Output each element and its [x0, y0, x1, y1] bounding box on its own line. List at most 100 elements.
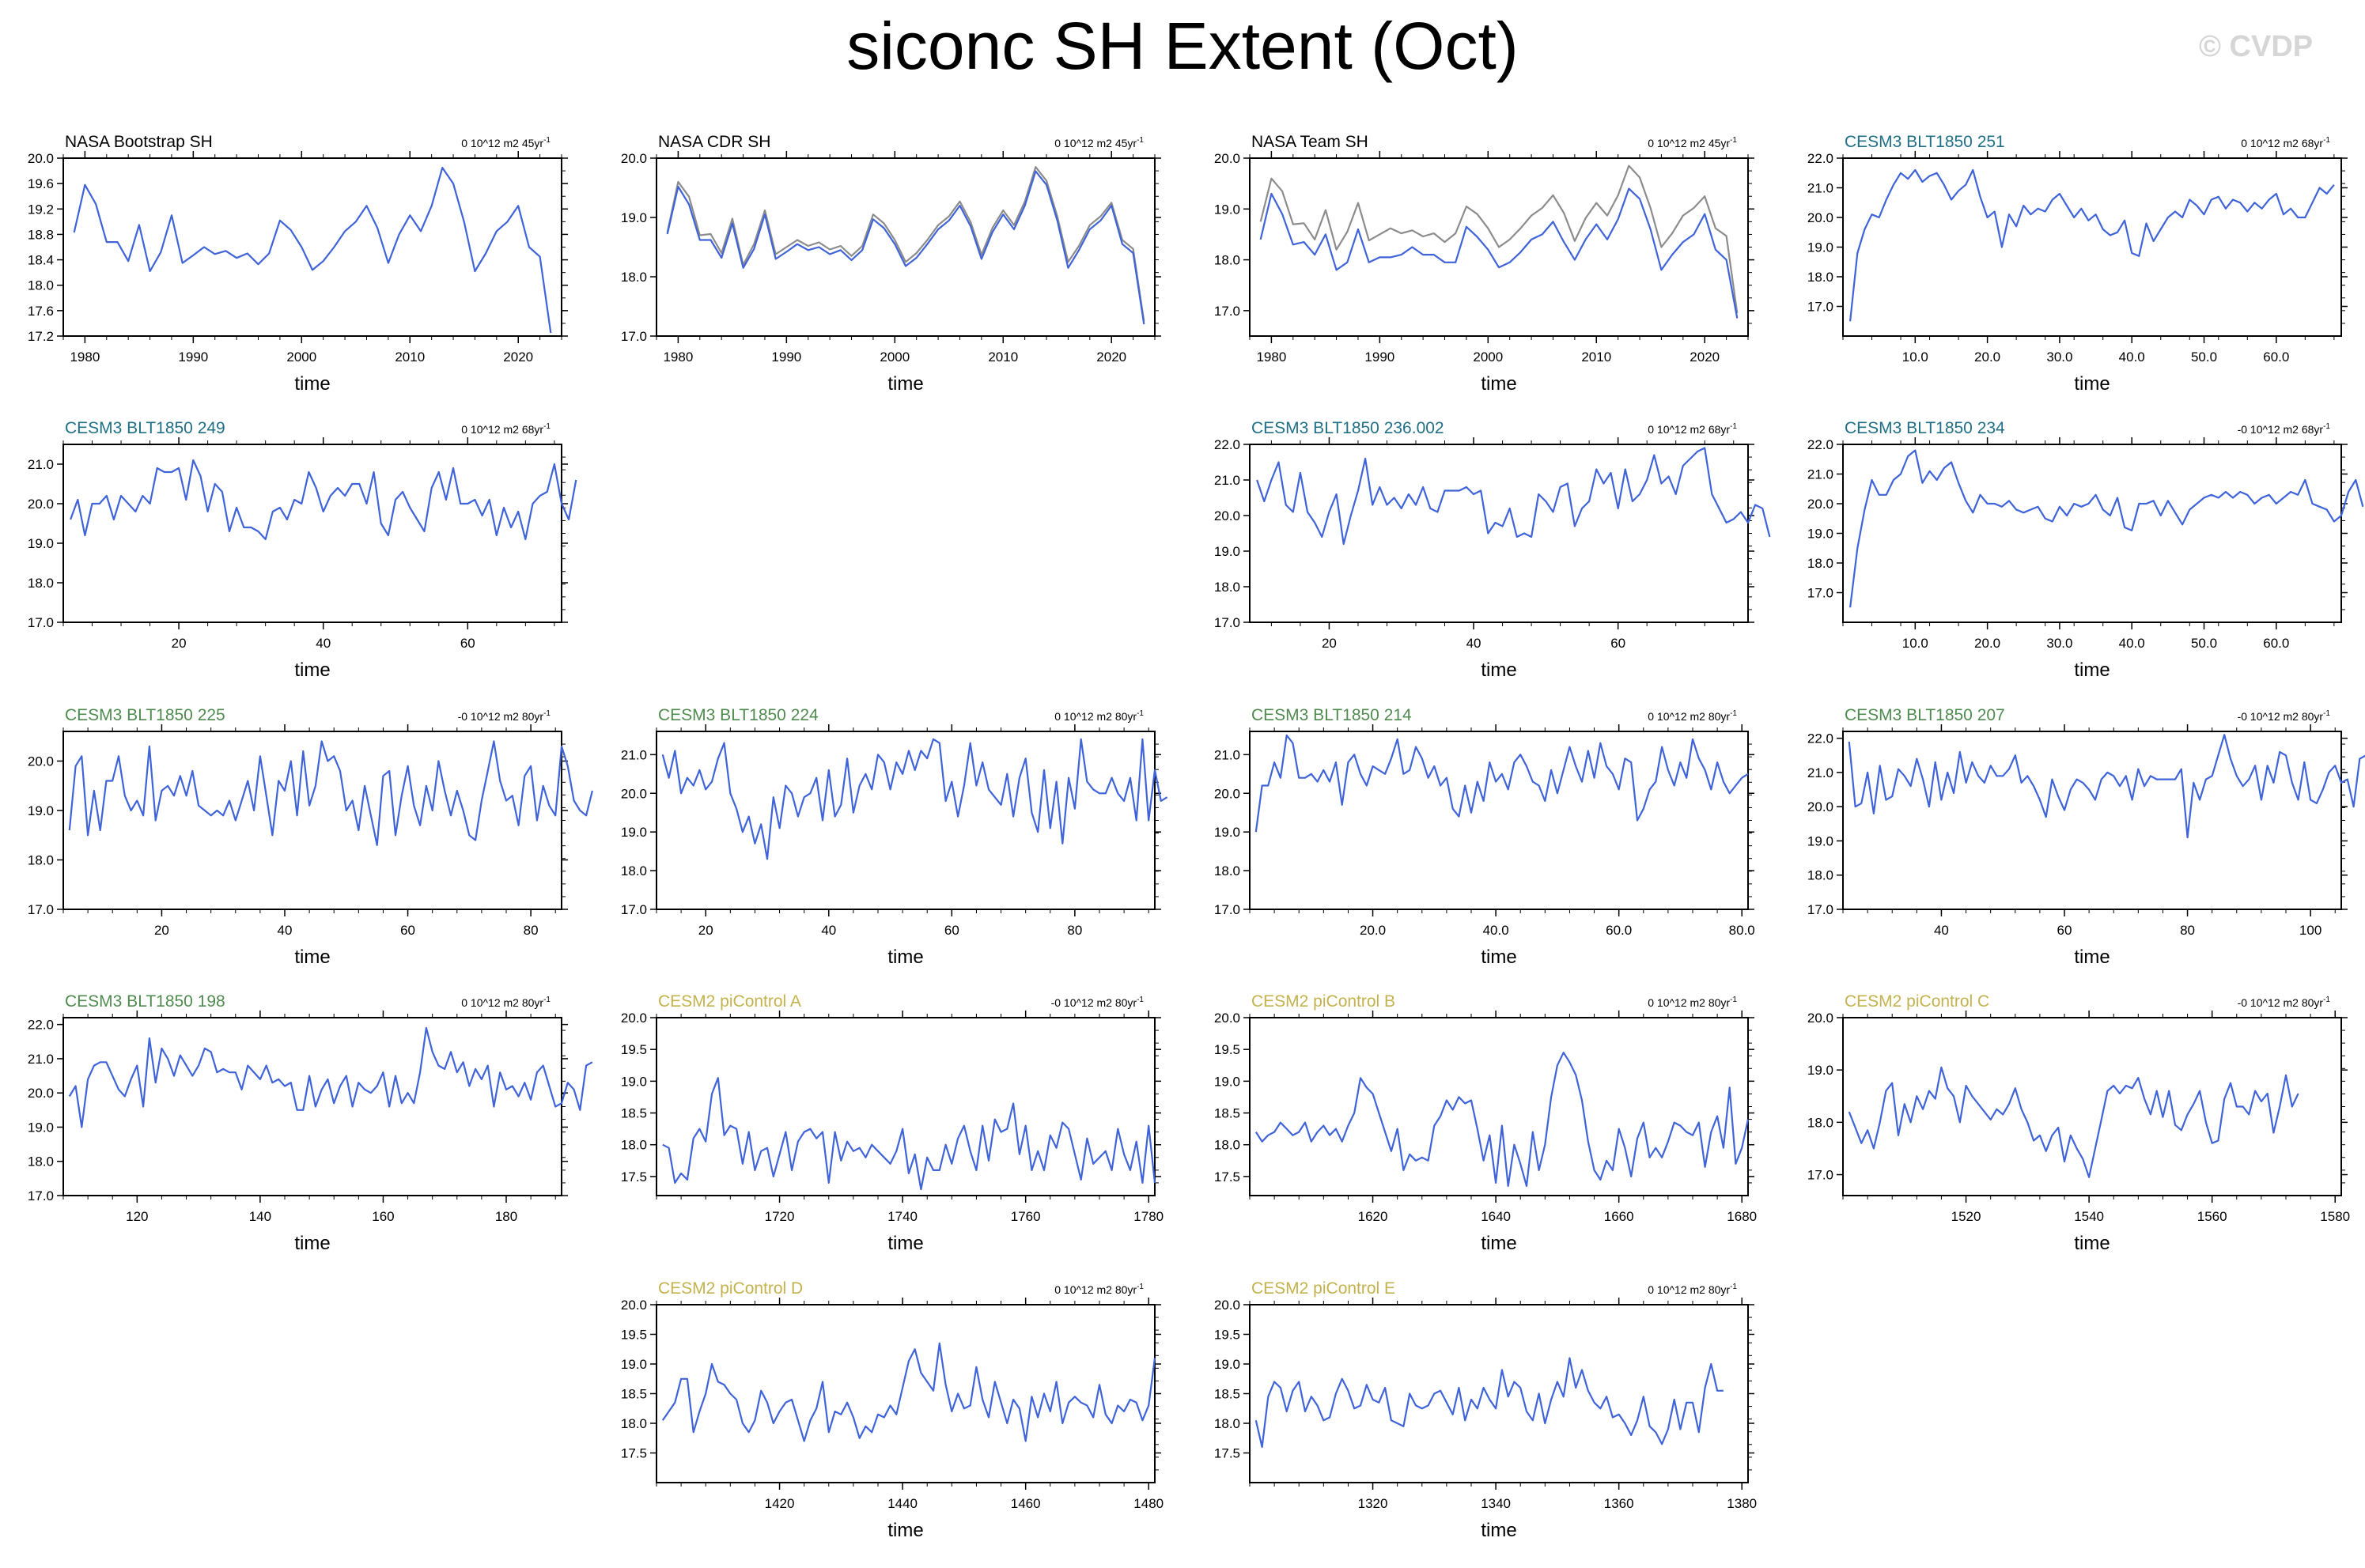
y-tick-label: 19.5: [621, 1042, 647, 1057]
x-tick-label: 1580: [2320, 1209, 2350, 1224]
y-tick-label: 18.5: [1214, 1387, 1240, 1402]
panel-title: NASA CDR SH: [658, 133, 770, 151]
y-tick-label: 21.0: [1807, 765, 1833, 780]
y-tick-label: 18.0: [1214, 863, 1240, 878]
x-tick-label: 2010: [395, 349, 425, 365]
y-tick-label: 20.0: [1807, 1011, 1833, 1026]
y-tick-label: 19.0: [1807, 833, 1833, 848]
chart-panel: CESM2 piControl B 0 10^12 m2 80yr-1 17.5 18…: [1214, 992, 1757, 1254]
y-tick-label: 19.0: [1214, 544, 1240, 559]
y-tick-label: 18.0: [1214, 580, 1240, 595]
trend-stat: 0 10^12 m2 80yr-1: [1648, 709, 1737, 723]
x-axis-label: time: [887, 1520, 923, 1541]
plot-frame: [1842, 157, 2342, 337]
x-tick-label: 1990: [771, 349, 801, 365]
x-tick-label: 1640: [1481, 1209, 1511, 1224]
y-tick-label: 20.0: [28, 754, 54, 769]
x-tick-label: 2020: [1096, 349, 1126, 365]
y-tick-label: 17.0: [28, 615, 54, 630]
y-tick-label: 17.0: [1807, 300, 1833, 315]
x-tick-label: 2020: [1690, 349, 1720, 365]
y-tick-label: 18.0: [1214, 1138, 1240, 1153]
chart-panel: NASA CDR SH 0 10^12 m2 45yr-1 17.0 18.0 19.0…: [621, 133, 1161, 395]
series-line: [1256, 447, 1771, 546]
y-tick-label: 19.2: [28, 202, 54, 217]
y-tick-label: 22.0: [1807, 731, 1833, 746]
chart-panel: CESM3 BLT1850 251 0 10^12 m2 68yr-1 17.0 18…: [1807, 133, 2348, 395]
y-tick-label: 17.5: [1214, 1446, 1240, 1461]
y-tick-label: 18.0: [28, 576, 54, 591]
x-tick-label: 1680: [1727, 1209, 1757, 1224]
x-tick-label: 50.0: [2191, 349, 2217, 365]
x-tick-label: 1340: [1481, 1496, 1511, 1511]
y-tick-label: 18.0: [28, 853, 54, 868]
y-tick-label: 17.0: [1807, 1168, 1833, 1183]
y-tick-label: 22.0: [1807, 151, 1833, 166]
y-tick-label: 19.0: [1214, 1074, 1240, 1089]
x-tick-label: 20.0: [1974, 349, 2000, 365]
y-tick-label: 20.0: [1214, 508, 1240, 523]
y-tick-label: 17.6: [28, 304, 54, 319]
x-tick-label: 1320: [1358, 1496, 1388, 1511]
series-line: [1849, 168, 2335, 322]
panel-title: NASA Team SH: [1251, 133, 1368, 151]
panel-title: CESM2 piControl C: [1845, 992, 1989, 1011]
x-tick-label: 30.0: [2046, 349, 2072, 365]
series-line: [661, 738, 1168, 860]
panel-title: CESM3 BLT1850 214: [1251, 706, 1412, 724]
y-tick-label: 19.0: [621, 825, 647, 840]
chart-panel: CESM3 BLT1850 224 0 10^12 m2 80yr-1 17.0 18…: [621, 706, 1168, 968]
y-tick-label: 19.0: [28, 803, 54, 818]
x-tick-label: 80.0: [1729, 923, 1755, 938]
x-tick-label: 60: [944, 923, 959, 938]
plot-frame: [62, 731, 562, 910]
y-tick-label: 17.0: [1214, 902, 1240, 917]
plot-frame: [1842, 731, 2342, 910]
panel-title: NASA Bootstrap SH: [65, 133, 213, 151]
x-tick-label: 2000: [286, 349, 316, 365]
series-line: [68, 1026, 593, 1128]
y-tick-label: 17.0: [1807, 586, 1833, 601]
x-tick-label: 1620: [1358, 1209, 1388, 1224]
y-tick-label: 18.0: [28, 1154, 54, 1169]
x-tick-label: 40: [821, 923, 836, 938]
x-tick-label: 80: [1067, 923, 1082, 938]
x-axis-label: time: [887, 946, 923, 968]
trend-stat: 0 10^12 m2 80yr-1: [1054, 1283, 1144, 1296]
panel-title: CESM2 piControl B: [1251, 992, 1395, 1011]
x-tick-label: 1520: [1951, 1209, 1981, 1224]
x-axis-label: time: [887, 373, 923, 395]
x-tick-label: 1780: [1133, 1209, 1164, 1224]
x-tick-label: 20: [698, 923, 713, 938]
x-tick-label: 120: [126, 1209, 148, 1224]
trend-stat: 0 10^12 m2 80yr-1: [1648, 996, 1737, 1009]
x-axis-label: time: [1481, 659, 1516, 681]
chart-panel: CESM2 piControl E 0 10^12 m2 80yr-1 17.5 18…: [1214, 1279, 1757, 1541]
x-tick-label: 40: [316, 636, 331, 651]
y-tick-label: 19.0: [28, 1120, 54, 1135]
y-tick-label: 18.5: [621, 1106, 647, 1121]
x-axis-label: time: [1481, 373, 1516, 395]
y-tick-label: 19.0: [1807, 240, 1833, 255]
y-tick-label: 18.0: [621, 270, 647, 285]
y-tick-label: 20.0: [621, 786, 647, 801]
x-axis-label: time: [294, 373, 330, 395]
panel-title: CESM3 BLT1850 249: [65, 419, 225, 437]
series-line: [1254, 1357, 1724, 1449]
x-tick-label: 2000: [880, 349, 910, 365]
y-tick-label: 20.0: [621, 151, 647, 166]
x-tick-label: 60: [2057, 923, 2072, 938]
y-tick-label: 18.8: [28, 227, 54, 242]
x-tick-label: 30.0: [2046, 636, 2072, 651]
x-tick-label: 80: [524, 923, 539, 938]
y-tick-label: 19.0: [1807, 1063, 1833, 1078]
trend-stat: 0 10^12 m2 80yr-1: [1648, 1283, 1737, 1296]
y-tick-label: 18.0: [1807, 270, 1833, 285]
y-tick-label: 17.0: [1807, 902, 1833, 917]
y-tick-label: 19.0: [621, 1357, 647, 1372]
x-tick-label: 80: [2180, 923, 2195, 938]
trend-stat: -0 10^12 m2 80yr-1: [458, 709, 551, 723]
y-tick-label: 19.0: [1214, 1357, 1240, 1372]
y-tick-label: 17.0: [621, 902, 647, 917]
